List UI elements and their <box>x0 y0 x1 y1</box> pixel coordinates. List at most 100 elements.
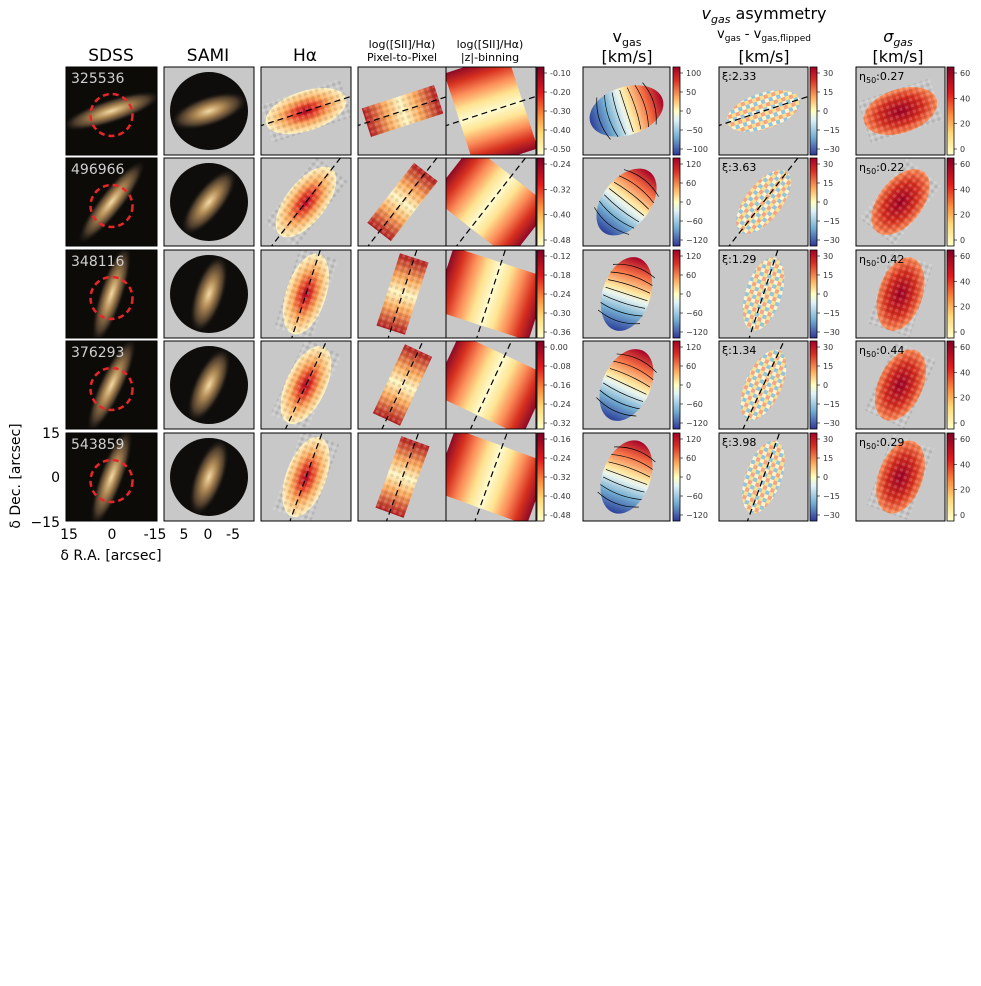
colorbar-tick: -0.16 <box>550 435 571 444</box>
ratio-z-panel <box>446 158 536 246</box>
sigma-panel <box>856 341 945 429</box>
galaxy-row: 325536 ξ:2.33 η50:0.27-0.10-0.20-0.30-0.40… <box>65 66 970 156</box>
header-asym-rest: asymmetry <box>730 4 826 23</box>
colorbar-tick: 0 <box>823 473 828 482</box>
colorbar-tick: 100 <box>686 69 701 78</box>
colorbar-tick: 30 <box>823 343 833 352</box>
colorbar-tick: −120 <box>686 419 708 428</box>
colorbar-tick: 50 <box>686 88 696 97</box>
colorbar-tick: 120 <box>686 435 701 444</box>
colorbar-tick: 60 <box>960 343 970 352</box>
eta-label: η50:0.44 <box>859 344 904 359</box>
ratio-z-panel <box>446 341 536 429</box>
colorbar <box>809 66 818 156</box>
colorbar-tick: 20 <box>960 303 970 312</box>
eta-sub: 50 <box>866 350 876 359</box>
colorbar-tick: 0 <box>823 107 828 116</box>
colorbar-tick: -0.50 <box>550 145 571 154</box>
colorbar <box>946 157 955 247</box>
colorbar-tick: -0.30 <box>550 107 571 116</box>
colorbar-tick: 40 <box>960 277 970 286</box>
sami-x-tick-mid: 0 <box>204 527 213 543</box>
colorbar <box>536 157 545 247</box>
vgas-panel <box>583 433 670 521</box>
colorbar-tick: 0.00 <box>550 343 568 352</box>
y-tick-top: 15 <box>42 426 60 442</box>
colorbar <box>672 340 681 430</box>
colorbar-tick: 0 <box>823 381 828 390</box>
colorbar <box>536 66 545 156</box>
y-tick-mid: 0 <box>51 470 60 486</box>
header-ratio-pp-line1: log([SII]/Hα) <box>369 38 436 51</box>
eta-symbol: η <box>859 70 866 83</box>
colorbar-tick: −30 <box>823 145 840 154</box>
colorbar-tick: −15 <box>823 126 840 135</box>
colorbar-tick: 30 <box>823 252 833 261</box>
vgas-panel <box>583 158 670 246</box>
colorbar <box>809 157 818 247</box>
colorbar-tick: 0 <box>823 290 828 299</box>
eta-value: :0.27 <box>876 70 904 83</box>
axes-annotations: δ Dec. [arcsec] δ R.A. [arcsec] 15 0 −15… <box>8 423 240 564</box>
colorbar-tick: 0 <box>686 198 691 207</box>
sdss-panel <box>66 250 157 338</box>
header-ratio-z-line2: |z|-binning <box>461 51 519 64</box>
asym-panel <box>719 433 808 521</box>
galaxy-row: 348116 ξ:1.29 η50:0.42 -0.12 -0.18 -0.24 -0.30… <box>65 249 970 339</box>
xi-label: ξ:2.33 <box>722 70 756 83</box>
header-halpha: Hα <box>293 46 317 66</box>
header-asym-l2-sub2: gas,flipped <box>761 34 811 44</box>
colorbar-tick: 0 <box>960 419 965 428</box>
header-asym-line2: vgas - vgas,flipped <box>717 27 811 44</box>
colorbar-tick: -0.40 <box>550 126 571 135</box>
colorbar <box>536 432 545 522</box>
colorbar-tick: 20 <box>960 486 970 495</box>
header-asym-sub: gas <box>711 13 731 26</box>
colorbar-tick: -0.24 <box>550 400 571 409</box>
colorbar-tick: −120 <box>686 236 708 245</box>
sami-panel <box>164 433 254 521</box>
x-axis-label: δ R.A. [arcsec] <box>60 548 161 564</box>
colorbar-tick: 60 <box>960 252 970 261</box>
colorbar-tick: 15 <box>823 271 833 280</box>
colorbar-tick: −60 <box>686 492 703 501</box>
eta-value: :0.42 <box>876 253 904 266</box>
colorbar-tick: -0.40 <box>550 211 571 220</box>
ratio-pp-panel <box>358 158 447 246</box>
eta-symbol: η <box>859 253 866 266</box>
colorbar-tick: -0.36 <box>550 328 571 337</box>
colorbar-tick: 60 <box>686 179 696 188</box>
colorbar-tick: -0.08 <box>550 362 571 371</box>
colorbar-tick: 0 <box>960 145 965 154</box>
sami-x-tick-right: -5 <box>226 527 240 543</box>
sigma-panel <box>856 67 945 155</box>
colorbar-tick: -0.18 <box>550 271 571 280</box>
colorbar-tick: 60 <box>686 362 696 371</box>
colorbar-tick: -0.24 <box>550 454 571 463</box>
colorbar-tick: -0.12 <box>550 252 571 261</box>
ratio-z-panel <box>446 250 536 338</box>
galaxy-id: 348116 <box>71 254 125 270</box>
colorbar-tick: 0 <box>686 290 691 299</box>
colorbar-tick: −30 <box>823 511 840 520</box>
eta-sub: 50 <box>866 76 876 85</box>
colorbar-tick: 0 <box>960 511 965 520</box>
colorbar-tick: 0 <box>686 107 691 116</box>
colorbar-tick: 120 <box>686 160 701 169</box>
colorbar-tick: −100 <box>686 145 708 154</box>
ratio-z-panel <box>446 67 536 155</box>
colorbar <box>672 432 681 522</box>
colorbar <box>809 340 818 430</box>
y-tick-bottom: −15 <box>30 515 60 531</box>
ratio-pp-panel <box>358 341 447 429</box>
halpha-panel <box>261 158 351 246</box>
colorbar-tick: 20 <box>960 394 970 403</box>
colorbar <box>536 249 545 339</box>
colorbar <box>809 432 818 522</box>
header-asym-l2-v1: v <box>717 27 725 42</box>
halpha-panel <box>261 250 351 338</box>
header-asym-line3: [km/s] <box>738 47 789 66</box>
colorbar <box>672 66 681 156</box>
colorbar-tick: −60 <box>686 400 703 409</box>
